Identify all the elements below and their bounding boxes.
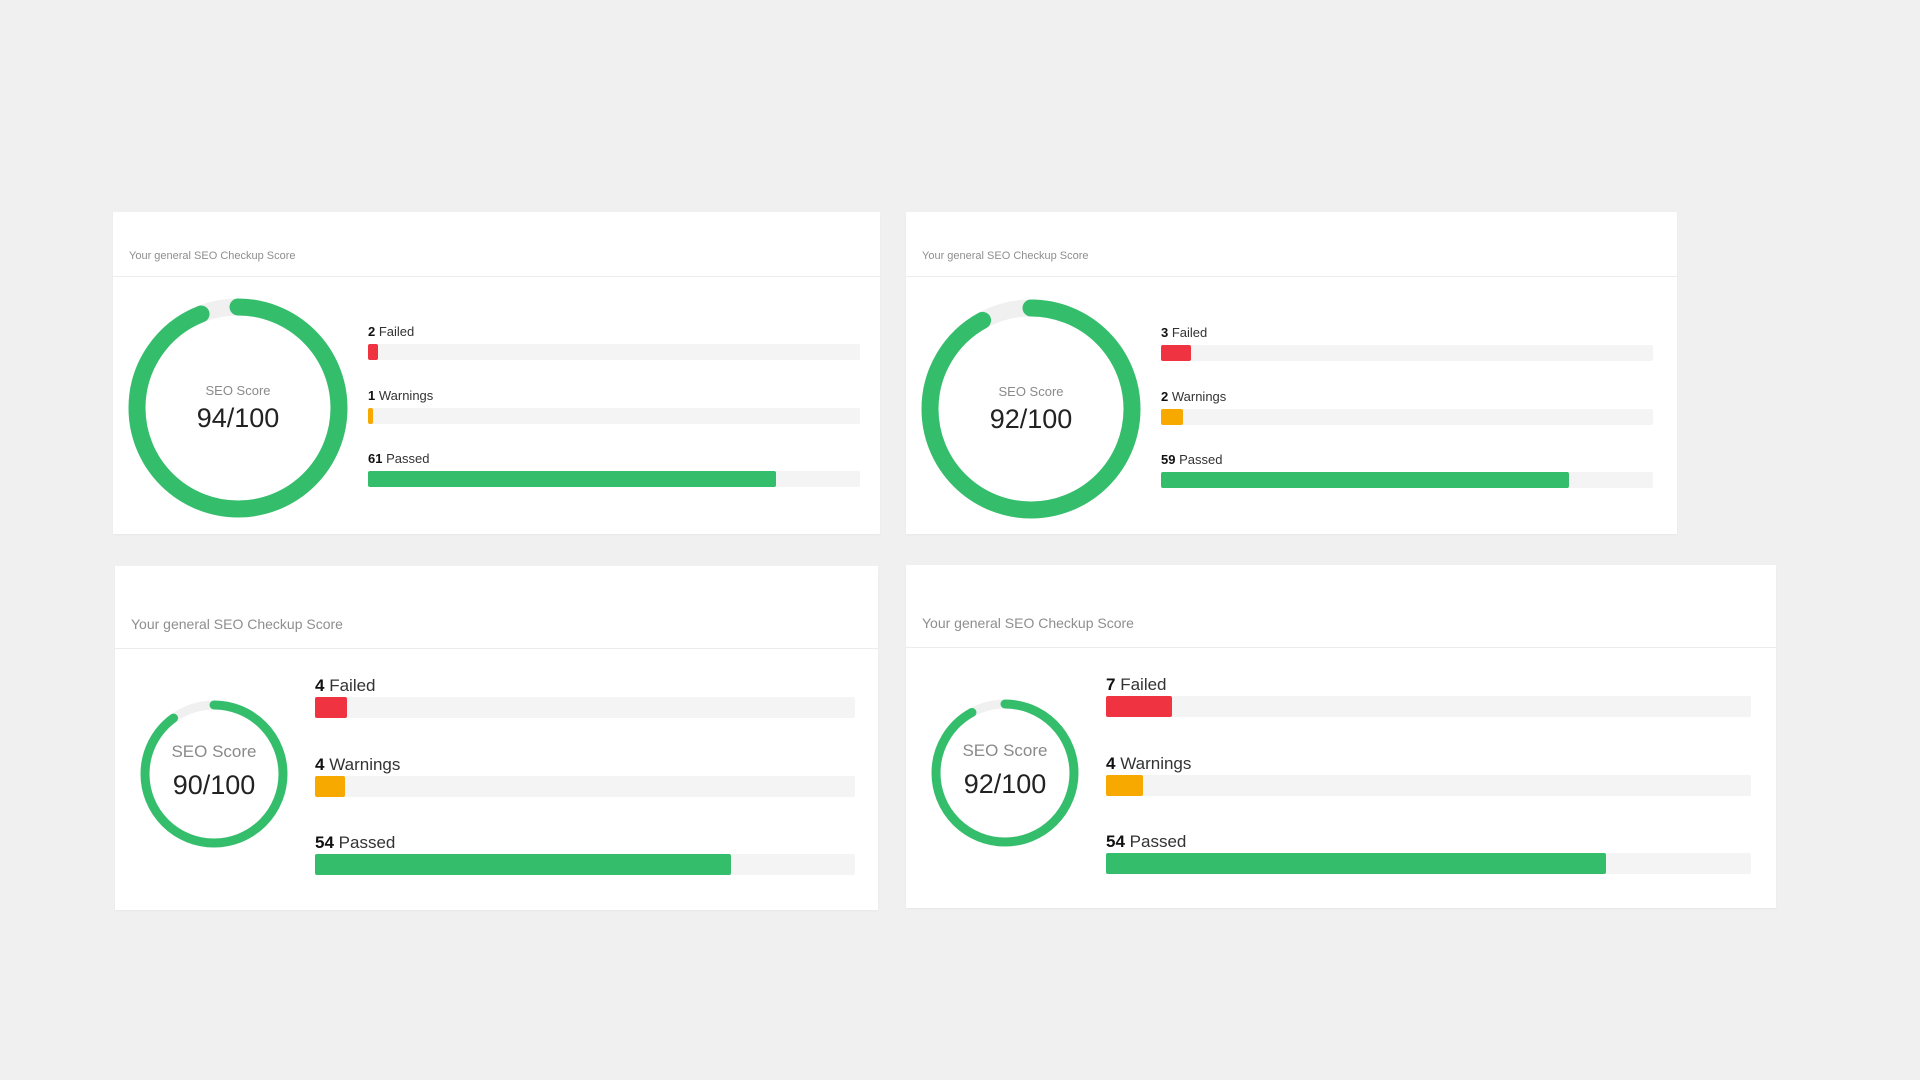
- warnings-bar-track: [315, 776, 855, 797]
- passed-metric: 54 Passed: [315, 833, 855, 875]
- failed-label: Failed: [1171, 325, 1208, 340]
- gauge-label: SEO Score: [962, 741, 1048, 760]
- card-header: Your general SEO Checkup Score: [113, 212, 880, 277]
- seo-score-card-2: Your general SEO Checkup Score SEO Score…: [906, 212, 1677, 534]
- failed-count: 4: [315, 676, 325, 695]
- card-title: Your general SEO Checkup Score: [129, 250, 296, 262]
- gauge-label: SEO Score: [205, 383, 271, 398]
- seo-score-card-3: Your general SEO Checkup Score SEO Score…: [115, 566, 878, 910]
- warnings-bar-track: [1106, 775, 1751, 796]
- failed-bar-fill: [315, 697, 348, 718]
- failed-bar-fill: [1161, 345, 1191, 361]
- warnings-bar-fill: [1106, 775, 1143, 796]
- gauge-arc: [128, 298, 348, 518]
- failed-label: Failed: [378, 324, 415, 339]
- score-value: 94/100: [196, 403, 280, 433]
- score-value: 92/100: [989, 404, 1073, 434]
- gauge-arc: [140, 700, 288, 848]
- card-title: Your general SEO Checkup Score: [922, 615, 1134, 631]
- gauge-arc: [931, 699, 1079, 847]
- passed-metric: 54 Passed: [1106, 832, 1751, 874]
- passed-bar-track: [1106, 853, 1751, 874]
- warnings-bar-fill: [1161, 409, 1184, 425]
- failed-metric: 3 Failed: [1161, 325, 1653, 361]
- card-header: Your general SEO Checkup Score: [115, 566, 878, 649]
- warnings-bar-fill: [315, 776, 346, 797]
- passed-bar-track: [368, 471, 860, 487]
- passed-bar-fill: [368, 471, 777, 487]
- failed-bar-track: [1161, 345, 1653, 361]
- passed-label: Passed: [338, 833, 396, 852]
- score-value: 90/100: [172, 770, 256, 800]
- failed-count: 3: [1161, 325, 1169, 340]
- warnings-bar-track: [368, 408, 860, 424]
- warnings-label: Warnings: [378, 388, 434, 403]
- passed-bar-fill: [1161, 472, 1570, 488]
- passed-label: Passed: [386, 451, 430, 466]
- passed-bar-fill: [1106, 853, 1606, 874]
- seo-score-gauge: SEO Score 90/100: [140, 700, 288, 848]
- seo-score-card-4: Your general SEO Checkup Score SEO Score…: [906, 565, 1776, 908]
- warnings-metric: 4 Warnings: [315, 755, 855, 797]
- seo-score-gauge: SEO Score 92/100: [920, 298, 1142, 520]
- passed-label: Passed: [1179, 452, 1223, 467]
- warnings-label: Warnings: [1171, 389, 1227, 404]
- passed-count: 54: [315, 833, 334, 852]
- failed-label: Failed: [1120, 675, 1167, 694]
- failed-bar-fill: [368, 344, 378, 360]
- failed-metric: 4 Failed: [315, 676, 855, 718]
- failed-label: Failed: [329, 676, 376, 695]
- score-value: 92/100: [963, 769, 1047, 799]
- failed-bar-track: [1106, 696, 1751, 717]
- warnings-count: 4: [315, 755, 325, 774]
- passed-count: 54: [1106, 832, 1125, 851]
- passed-metric: 59 Passed: [1161, 452, 1653, 488]
- failed-bar-track: [368, 344, 860, 360]
- card-title: Your general SEO Checkup Score: [131, 616, 343, 632]
- warnings-metric: 1 Warnings: [368, 388, 860, 424]
- passed-bar-track: [1161, 472, 1653, 488]
- warnings-label: Warnings: [329, 755, 401, 774]
- warnings-label: Warnings: [1120, 754, 1192, 773]
- warnings-bar-track: [1161, 409, 1653, 425]
- warnings-metric: 2 Warnings: [1161, 389, 1653, 425]
- card-title: Your general SEO Checkup Score: [922, 250, 1089, 262]
- warnings-metric: 4 Warnings: [1106, 754, 1751, 796]
- warnings-count: 1: [368, 388, 376, 403]
- card-header: Your general SEO Checkup Score: [906, 212, 1677, 277]
- passed-count: 61: [368, 451, 383, 466]
- failed-count: 2: [368, 324, 376, 339]
- passed-count: 59: [1161, 452, 1176, 467]
- warnings-count: 2: [1161, 389, 1169, 404]
- gauge-arc: [921, 299, 1141, 519]
- failed-metric: 7 Failed: [1106, 675, 1751, 717]
- seo-score-card-1: Your general SEO Checkup Score SEO Score…: [113, 212, 880, 534]
- warnings-count: 4: [1106, 754, 1116, 773]
- passed-label: Passed: [1129, 832, 1187, 851]
- failed-metric: 2 Failed: [368, 324, 860, 360]
- failed-bar-fill: [1106, 696, 1173, 717]
- passed-metric: 61 Passed: [368, 451, 860, 487]
- seo-score-gauge: SEO Score 92/100: [931, 699, 1079, 847]
- seo-score-gauge: SEO Score 94/100: [127, 297, 349, 519]
- card-header: Your general SEO Checkup Score: [906, 565, 1776, 648]
- failed-count: 7: [1106, 675, 1116, 694]
- passed-bar-fill: [315, 854, 731, 875]
- warnings-bar-fill: [368, 408, 373, 424]
- failed-bar-track: [315, 697, 855, 718]
- passed-bar-track: [315, 854, 855, 875]
- gauge-label: SEO Score: [171, 742, 257, 761]
- gauge-label: SEO Score: [998, 384, 1064, 399]
